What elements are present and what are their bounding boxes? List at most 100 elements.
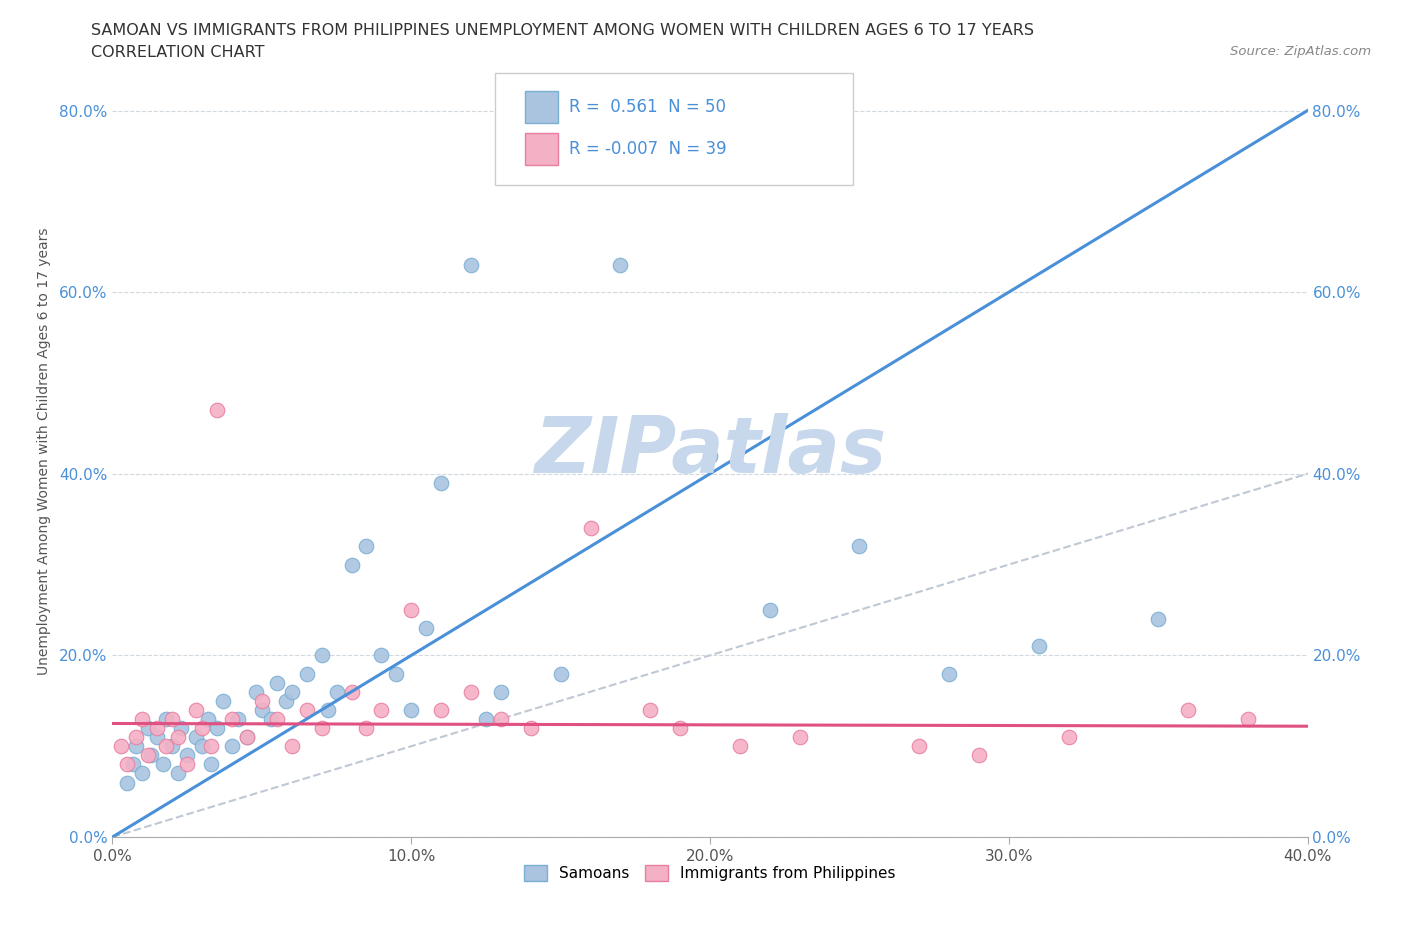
Point: [170, 721, 193, 736]
Y-axis label: Unemployment Among Women with Children Ages 6 to 17 years: Unemployment Among Women with Children A…: [37, 227, 51, 675]
Point: [122, 757, 145, 772]
Point: [117, 775, 139, 790]
Point: [1177, 702, 1199, 717]
Point: [1147, 612, 1170, 627]
Point: [579, 521, 602, 536]
Point: [176, 757, 198, 772]
Point: [848, 539, 870, 554]
Point: [340, 557, 363, 572]
Point: [1237, 711, 1260, 726]
Point: [205, 403, 228, 418]
Point: [138, 721, 160, 736]
Point: [967, 748, 990, 763]
Point: [415, 620, 437, 635]
Point: [316, 702, 339, 717]
Point: [325, 684, 347, 699]
Point: [385, 666, 408, 681]
Point: [460, 684, 482, 699]
Point: [191, 738, 214, 753]
Point: [520, 721, 543, 736]
Text: ZIPatlas: ZIPatlas: [534, 413, 886, 489]
Point: [146, 730, 169, 745]
Point: [197, 711, 219, 726]
Point: [200, 738, 222, 753]
Point: [250, 694, 273, 709]
Point: [281, 684, 304, 699]
Point: [236, 730, 259, 745]
Point: [131, 766, 153, 781]
Text: R = -0.007  N = 39: R = -0.007 N = 39: [569, 140, 727, 158]
Point: [789, 730, 811, 745]
Point: [212, 694, 235, 709]
Point: [609, 258, 631, 272]
Bar: [524, 133, 558, 166]
Point: [200, 757, 222, 772]
Point: [295, 666, 318, 681]
Point: [370, 702, 392, 717]
Point: [162, 711, 183, 726]
Point: [356, 721, 378, 736]
Point: [117, 757, 139, 772]
Point: [245, 684, 267, 699]
Point: [340, 684, 363, 699]
Point: [152, 757, 174, 772]
Point: [221, 738, 243, 753]
Point: [430, 702, 453, 717]
Point: [266, 675, 288, 690]
Point: [640, 702, 662, 717]
Legend: Samoans, Immigrants from Philippines: Samoans, Immigrants from Philippines: [519, 859, 901, 887]
Text: SAMOAN VS IMMIGRANTS FROM PHILIPPINES UNEMPLOYMENT AMONG WOMEN WITH CHILDREN AGE: SAMOAN VS IMMIGRANTS FROM PHILIPPINES UN…: [91, 23, 1035, 38]
Point: [138, 748, 160, 763]
Point: [110, 738, 132, 753]
Point: [728, 738, 751, 753]
Point: [176, 748, 198, 763]
Point: [146, 721, 169, 736]
Point: [167, 766, 190, 781]
Point: [236, 730, 259, 745]
Point: [460, 258, 482, 272]
Point: [186, 730, 208, 745]
Point: [759, 603, 782, 618]
Point: [205, 721, 228, 736]
Point: [938, 666, 960, 681]
Point: [401, 702, 423, 717]
Point: [401, 603, 423, 618]
Point: [489, 711, 512, 726]
Point: [295, 702, 318, 717]
Point: [908, 738, 931, 753]
FancyBboxPatch shape: [495, 73, 853, 185]
Point: [370, 648, 392, 663]
Point: [125, 738, 148, 753]
Point: [669, 721, 692, 736]
Point: [274, 694, 297, 709]
Point: [141, 748, 163, 763]
Point: [430, 475, 453, 490]
Point: [162, 738, 183, 753]
Point: [489, 684, 512, 699]
Point: [155, 711, 177, 726]
Point: [131, 711, 153, 726]
Point: [311, 648, 333, 663]
Point: [356, 539, 378, 554]
Text: Source: ZipAtlas.com: Source: ZipAtlas.com: [1230, 45, 1371, 58]
Point: [226, 711, 249, 726]
Point: [699, 448, 721, 463]
Point: [475, 711, 498, 726]
Point: [167, 730, 190, 745]
Point: [191, 721, 214, 736]
Text: CORRELATION CHART: CORRELATION CHART: [91, 45, 264, 60]
Point: [155, 738, 177, 753]
Text: R =  0.561  N = 50: R = 0.561 N = 50: [569, 98, 725, 115]
Point: [221, 711, 243, 726]
Point: [250, 702, 273, 717]
Point: [1057, 730, 1080, 745]
Bar: [524, 90, 558, 123]
Point: [186, 702, 208, 717]
Point: [1028, 639, 1050, 654]
Point: [266, 711, 288, 726]
Point: [125, 730, 148, 745]
Point: [260, 711, 283, 726]
Point: [550, 666, 572, 681]
Point: [311, 721, 333, 736]
Point: [281, 738, 304, 753]
